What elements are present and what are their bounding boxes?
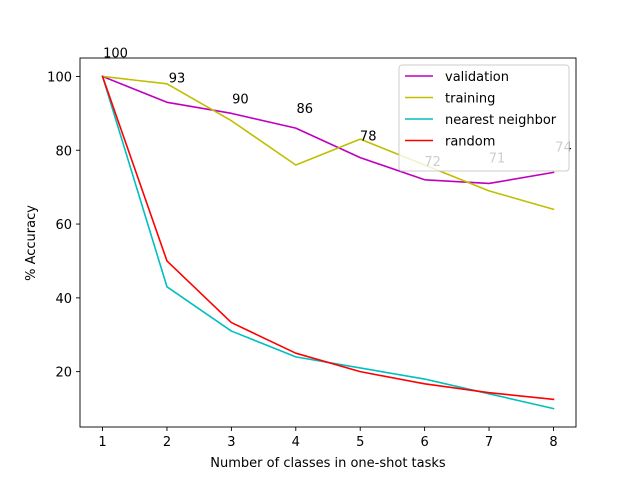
legend-box <box>398 64 570 172</box>
series-line-random <box>101 75 555 401</box>
data-label: 90 <box>232 92 249 107</box>
x-tick-label: 5 <box>356 435 364 450</box>
y-tick-label: 80 <box>55 144 72 159</box>
x-axis-title: Number of classes in one-shot tasks <box>210 456 446 471</box>
series-line-validation <box>101 75 555 185</box>
x-tick-label: 8 <box>549 435 557 450</box>
legend: validation training nearest neighbor random <box>398 64 570 172</box>
x-tick-label: 6 <box>420 435 428 450</box>
legend-label: validation <box>445 70 509 85</box>
y-tick-label: 20 <box>55 366 72 381</box>
x-tick-label: 3 <box>227 435 235 450</box>
x-tick-label: 7 <box>485 435 493 450</box>
x-tick-label: 4 <box>292 435 300 450</box>
y-tick-label: 40 <box>55 292 72 307</box>
data-label: 93 <box>169 71 186 86</box>
y-axis-title: % Accuracy <box>24 205 39 281</box>
legend-label: training <box>445 92 495 107</box>
plot-area <box>101 75 555 410</box>
y-tick-label: 60 <box>55 218 72 233</box>
legend-label: nearest neighbor <box>445 113 557 128</box>
x-tick-label: 2 <box>163 435 171 450</box>
legend-label: random <box>445 135 495 150</box>
data-label: 78 <box>360 130 377 145</box>
series-line-training <box>101 75 555 211</box>
plot-frame <box>79 57 577 428</box>
data-label: 100 <box>103 46 128 61</box>
x-tick-label: 1 <box>98 435 106 450</box>
data-label: 86 <box>297 102 314 117</box>
y-tick-label: 100 <box>47 70 72 85</box>
